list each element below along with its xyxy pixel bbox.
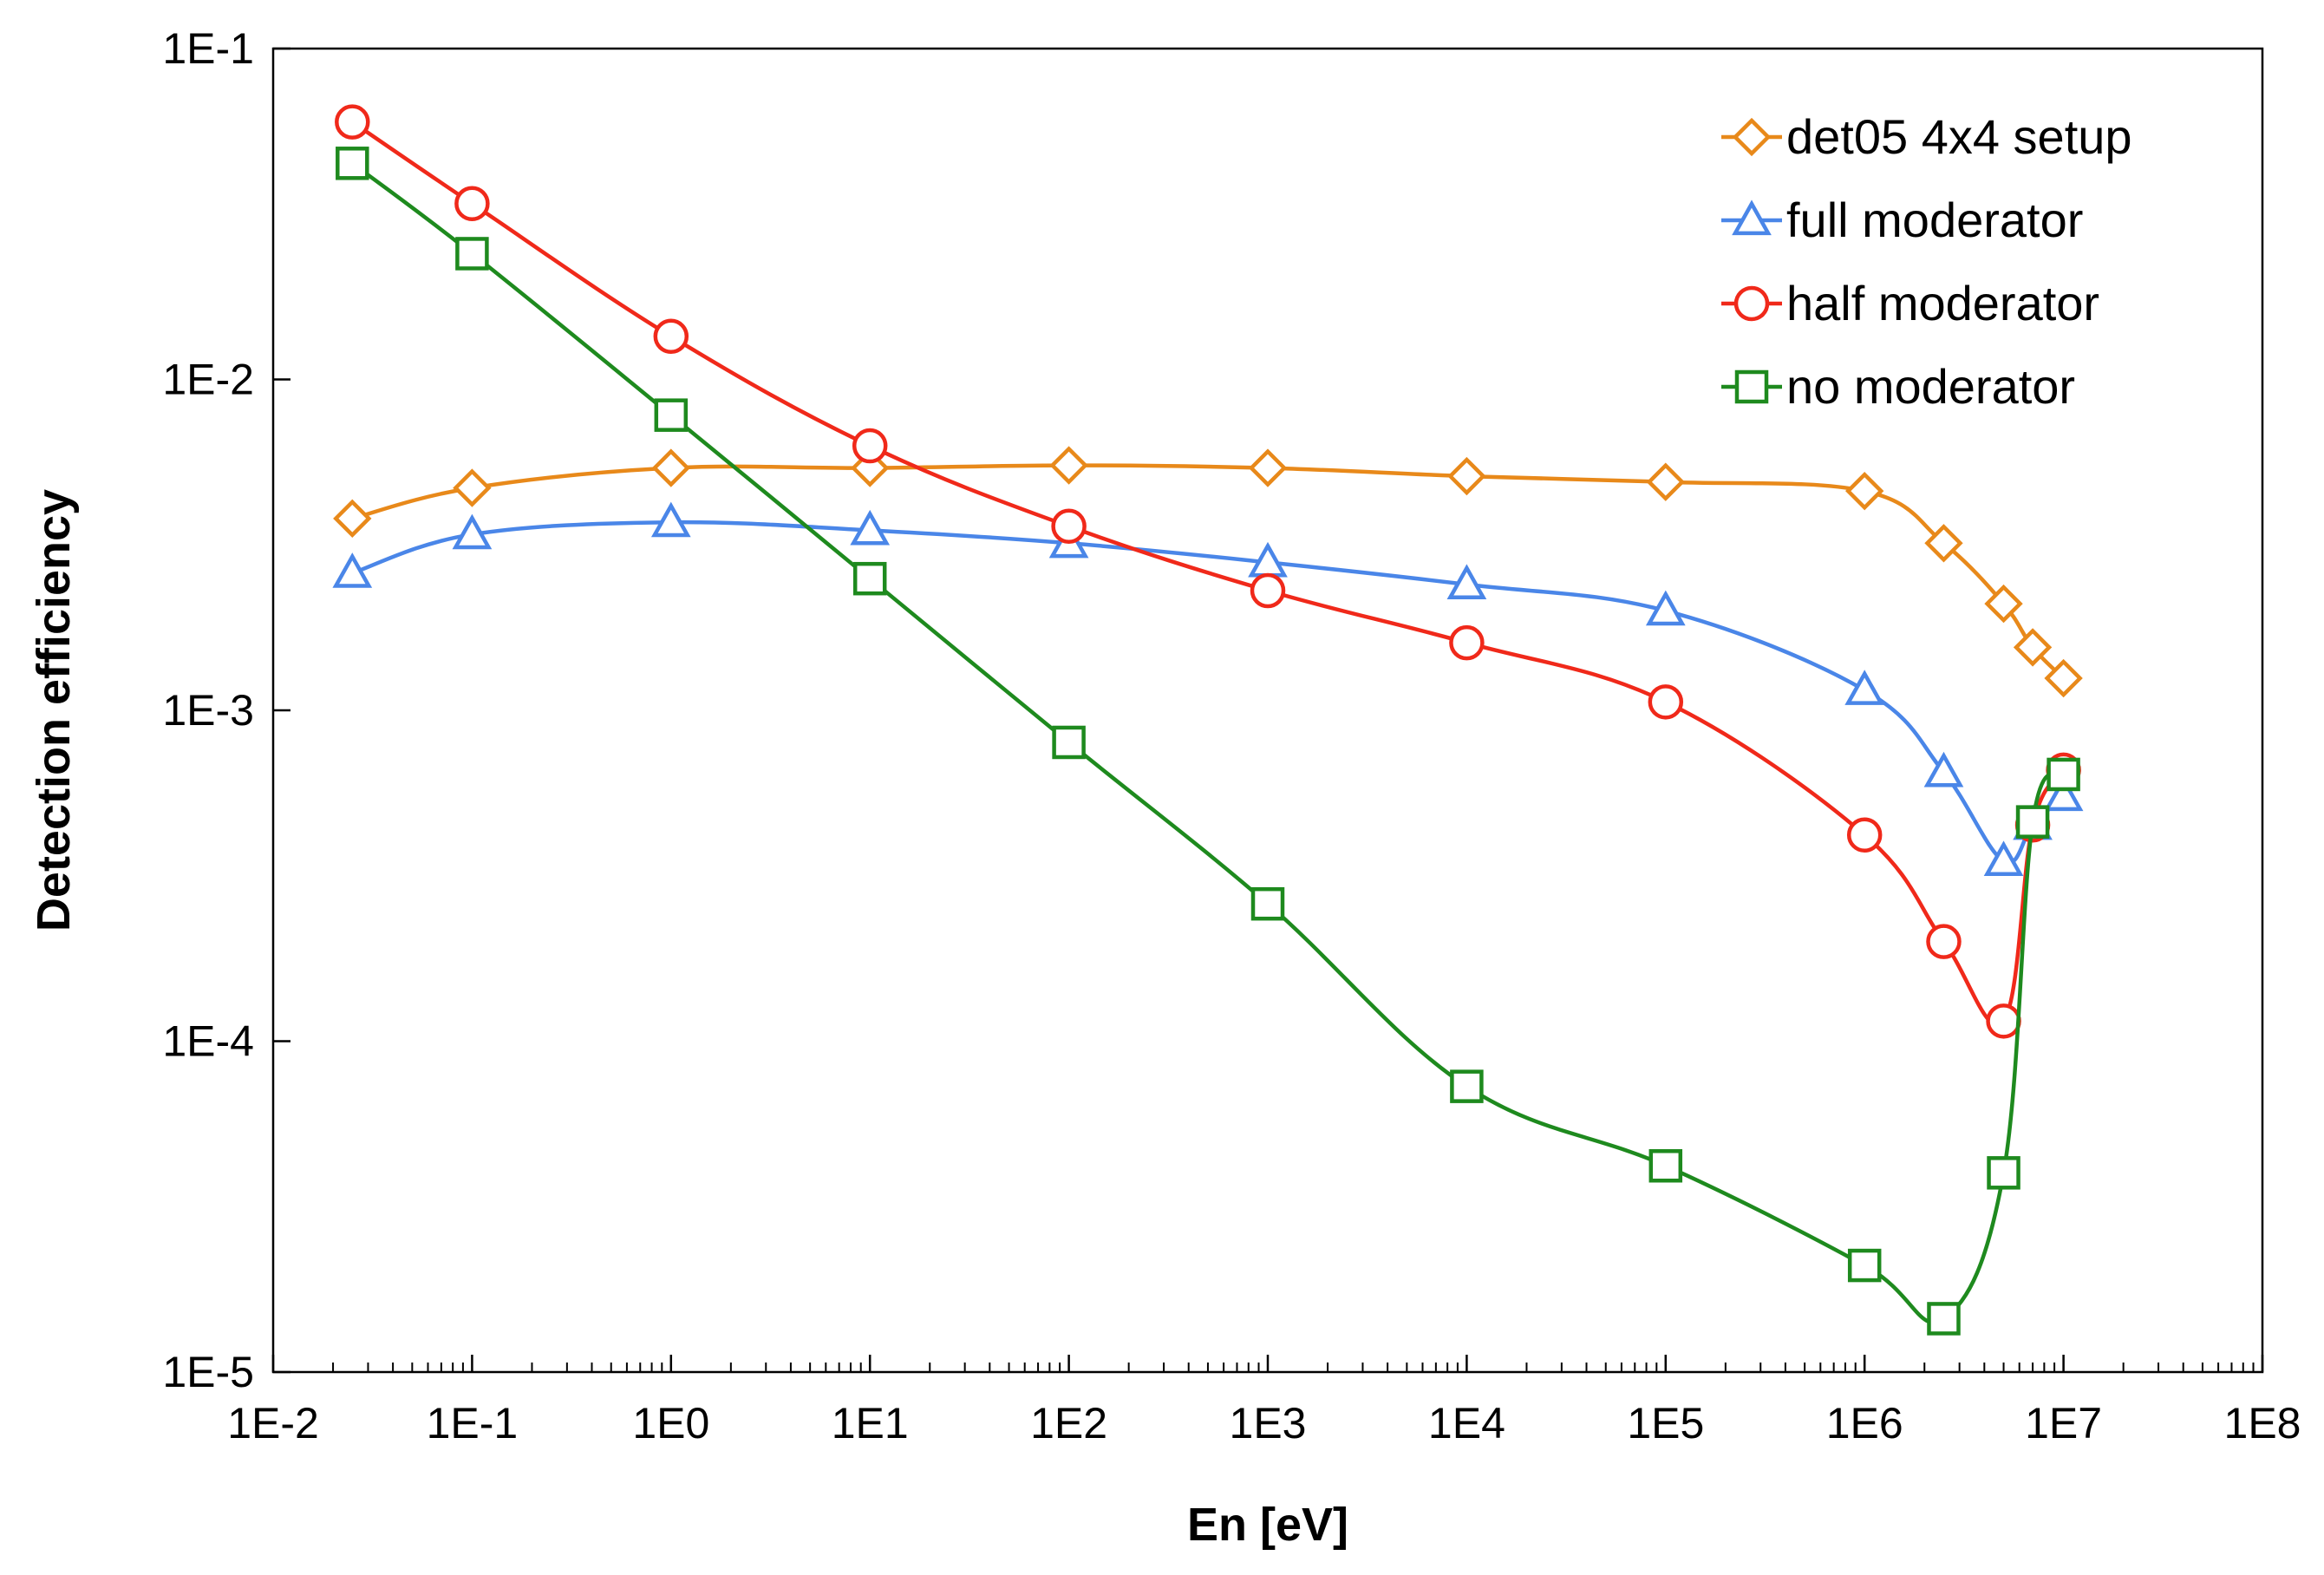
y-axis: 1E-5 1E-4 1E-3 1E-2 1E-1 — [162, 24, 290, 1396]
data-point-det05-4x4-setup — [1447, 456, 1486, 496]
data-point-no-moderator — [1648, 1148, 1683, 1183]
x-tick-label: 1E-1 — [427, 1399, 519, 1448]
data-point-no-moderator — [1250, 886, 1285, 921]
x-axis-title: En [eV] — [1187, 1499, 1348, 1551]
x-tick-label: 1E2 — [1030, 1399, 1107, 1448]
data-point-det05-4x4-setup — [1248, 448, 1288, 487]
x-tick-label: 1E0 — [632, 1399, 709, 1448]
series-full-moderator — [332, 501, 2084, 877]
x-tick-label: 1E8 — [2224, 1399, 2301, 1448]
x-tick-label: 1E3 — [1230, 1399, 1307, 1448]
series-line-half-moderator — [351, 120, 2066, 1028]
data-point-half-moderator — [1846, 817, 1883, 853]
legend-label-det05-4x4-setup: det05 4x4 setup — [1786, 109, 2132, 164]
data-point-half-moderator — [1051, 508, 1087, 545]
legend-marker-full-moderator — [1732, 199, 1772, 236]
data-point-full-moderator — [650, 501, 691, 538]
data-point-half-moderator — [454, 186, 490, 221]
data-point-half-moderator — [335, 104, 370, 140]
data-point-det05-4x4-setup — [1049, 446, 1088, 485]
data-point-half-moderator — [1926, 924, 1962, 959]
data-point-full-moderator — [1446, 564, 1487, 600]
data-point-no-moderator — [1052, 725, 1086, 760]
y-tick-label: 1E-5 — [162, 1348, 254, 1396]
data-point-no-moderator — [336, 147, 369, 180]
data-point-no-moderator — [2047, 757, 2080, 792]
data-point-half-moderator — [653, 318, 689, 355]
legend-label-half-moderator: half moderator — [1786, 276, 2099, 330]
x-tick-label: 1E6 — [1826, 1399, 1903, 1448]
x-axis: 1E-2 1E-1 1E0 1E1 1E2 1E3 1E4 1E5 1E6 1E7 1E8 — [227, 1355, 2301, 1448]
data-point-full-moderator — [850, 509, 891, 546]
data-point-no-moderator — [455, 237, 489, 271]
data-point-full-moderator — [2043, 775, 2084, 812]
data-point-full-moderator — [1923, 751, 1964, 788]
x-tick-label: 1E-2 — [227, 1399, 319, 1448]
series-layer — [332, 104, 2084, 1336]
x-tick-label: 1E5 — [1627, 1399, 1704, 1448]
data-point-half-moderator — [1986, 1003, 2021, 1039]
series-line-no-moderator — [350, 161, 2066, 1324]
series-det05-4x4-setup — [333, 446, 2083, 698]
data-point-no-moderator — [1987, 1156, 2020, 1190]
legend-marker-no-moderator — [1734, 369, 1769, 404]
data-point-no-moderator — [1450, 1069, 1484, 1103]
legend-marker-half-moderator — [1733, 285, 1770, 322]
data-point-no-moderator — [654, 398, 689, 432]
data-point-det05-4x4-setup — [651, 448, 690, 487]
data-point-full-moderator — [332, 552, 373, 588]
data-point-no-moderator — [2015, 805, 2050, 839]
data-point-det05-4x4-setup — [333, 499, 372, 538]
data-point-half-moderator — [1648, 684, 1684, 720]
y-axis-title: Detection efficiency — [28, 489, 80, 931]
data-point-no-moderator — [1927, 1302, 1961, 1336]
data-point-det05-4x4-setup — [1924, 524, 1963, 563]
y-tick-label: 1E-4 — [162, 1017, 254, 1066]
legend-label-no-moderator: no moderator — [1786, 359, 2075, 414]
data-point-no-moderator — [852, 561, 887, 596]
data-point-full-moderator — [1645, 590, 1686, 626]
legend-marker-det05-4x4-setup — [1732, 117, 1772, 157]
data-point-det05-4x4-setup — [1984, 584, 2023, 624]
y-tick-label: 1E-1 — [162, 24, 254, 73]
x-tick-label: 1E1 — [832, 1399, 909, 1448]
legend-label-full-moderator: full moderator — [1786, 193, 2083, 247]
data-point-det05-4x4-setup — [453, 468, 492, 507]
data-point-det05-4x4-setup — [1646, 462, 1685, 501]
data-point-half-moderator — [1449, 624, 1485, 661]
y-tick-label: 1E-3 — [162, 686, 254, 735]
x-tick-label: 1E7 — [2025, 1399, 2102, 1448]
data-point-full-moderator — [1983, 840, 2024, 877]
data-point-det05-4x4-setup — [2044, 658, 2083, 698]
data-point-full-moderator — [452, 513, 493, 550]
data-point-det05-4x4-setup — [1845, 471, 1884, 511]
series-no-moderator — [336, 147, 2080, 1336]
data-point-no-moderator — [1847, 1248, 1882, 1283]
data-point-det05-4x4-setup — [2013, 628, 2053, 667]
data-point-full-moderator — [1844, 670, 1885, 705]
x-tick-label: 1E4 — [1428, 1399, 1505, 1448]
y-tick-label: 1E-2 — [162, 356, 254, 404]
legend: det05 4x4 setup full moderator half modera… — [1721, 109, 2132, 414]
data-point-half-moderator — [1250, 572, 1286, 609]
data-point-half-moderator — [852, 428, 888, 464]
